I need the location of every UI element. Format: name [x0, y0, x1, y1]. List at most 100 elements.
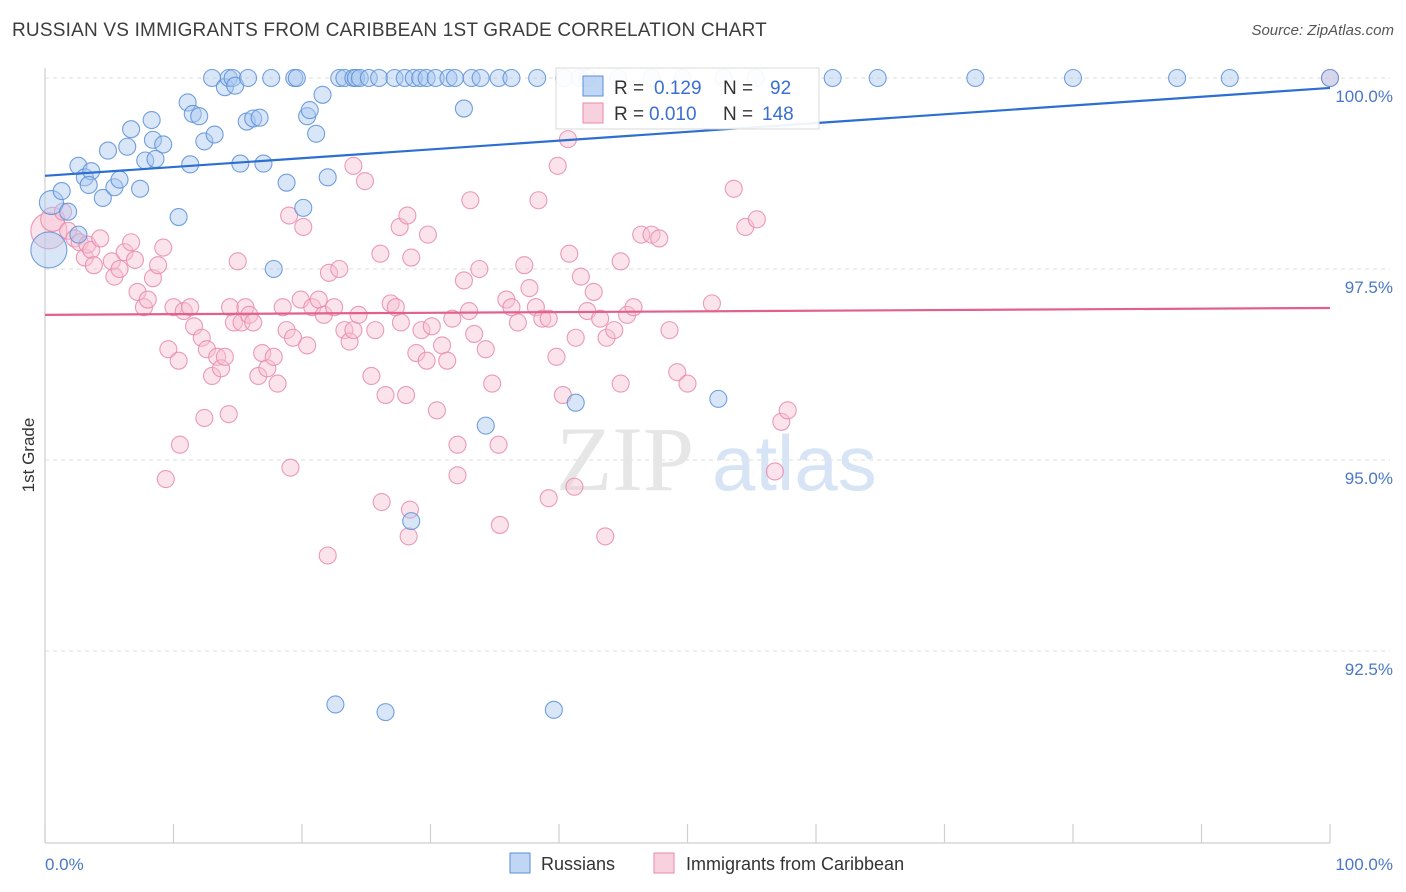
scatter-point — [313, 85, 332, 104]
scatter-point — [412, 321, 431, 340]
scatter-point — [268, 374, 287, 393]
legend-r-label-1: R = — [614, 78, 644, 99]
scatter-point — [122, 120, 141, 139]
scatter-point — [438, 351, 457, 370]
scatter-point — [264, 347, 283, 366]
scatter-point — [181, 298, 200, 317]
scatter-point — [142, 110, 161, 130]
scatter-point — [318, 168, 337, 187]
scatter-point — [678, 374, 697, 393]
scatter-point — [402, 248, 421, 267]
scatter-point — [205, 125, 224, 144]
scatter-point — [197, 340, 216, 359]
scatter-point — [298, 336, 317, 355]
scatter-point — [314, 305, 333, 324]
scatter-point — [344, 156, 363, 175]
y-axis-title: 1st Grade — [19, 418, 38, 493]
scatter-point — [597, 328, 616, 347]
scatter-point — [110, 259, 129, 279]
scatter-point — [370, 68, 389, 88]
scatter-point — [417, 351, 436, 370]
scatter-point — [508, 313, 527, 332]
scatter-point — [159, 340, 178, 359]
legend-r-value-1: 0.129 — [654, 78, 702, 99]
x-tick-label-max: 100.0% — [1335, 855, 1393, 874]
scatter-point — [93, 188, 112, 207]
scatter-point — [1168, 68, 1187, 88]
scatter-point — [38, 189, 64, 216]
scatter-point — [219, 68, 238, 88]
scatter-point — [539, 489, 558, 508]
scatter-point — [624, 298, 643, 317]
legend-r-label-2: R = — [614, 104, 644, 125]
scatter-point — [528, 68, 547, 88]
trend-lines — [44, 86, 1331, 316]
scatter-point — [448, 435, 467, 454]
y-tick-label: 100.0% — [1335, 87, 1393, 106]
scatter-point — [154, 135, 173, 154]
scatter-point — [190, 107, 209, 126]
scatter-point — [169, 207, 188, 227]
legend-n-label-2: N = — [723, 104, 753, 125]
scatter-point — [178, 93, 197, 112]
scatter-point — [391, 313, 410, 332]
scatter-point — [238, 68, 258, 88]
scatter-point — [326, 695, 345, 714]
scatter-point — [397, 386, 416, 405]
scatter-point — [548, 156, 567, 175]
scatter-point — [490, 515, 509, 534]
scatter-point — [340, 332, 359, 351]
scatter-point — [294, 217, 313, 237]
legend-r-value-2: 0.010 — [649, 104, 697, 125]
scatter-point — [489, 435, 508, 454]
scatter-point — [461, 191, 480, 210]
scatter-point — [344, 321, 363, 340]
scatter-point — [411, 68, 430, 88]
scatter-point — [131, 179, 150, 198]
legend-n-value-2: 148 — [762, 104, 794, 125]
scatter-point — [258, 359, 277, 378]
bottom-legend-caribbean: Immigrants from Caribbean — [686, 854, 904, 874]
scatter-point — [300, 101, 319, 120]
y-tick-label: 92.5% — [1345, 660, 1393, 679]
scatter-point — [966, 68, 985, 88]
scatter-point — [349, 305, 368, 324]
scatter-point — [319, 263, 339, 282]
scatter-point — [264, 259, 283, 279]
scatter-point — [170, 435, 189, 454]
scatter-point — [611, 374, 630, 393]
scatter-point — [404, 68, 423, 88]
scatter-point — [400, 500, 419, 519]
scatter-point — [566, 328, 585, 347]
scatter-point — [318, 546, 337, 565]
watermark: ZIP atlas — [556, 408, 877, 510]
scatter-point — [281, 458, 300, 477]
scatter-point — [156, 470, 175, 489]
scatter-point — [660, 321, 679, 340]
scatter-point — [371, 244, 390, 263]
scatter-point — [443, 309, 462, 328]
scatter-point — [376, 386, 395, 405]
scatter-point — [426, 68, 445, 88]
scatter-point — [591, 309, 610, 328]
scatter-point — [547, 347, 566, 366]
scatter-point — [122, 233, 141, 252]
scatter-point — [772, 412, 791, 431]
scatter-point — [149, 256, 168, 275]
scatter-point — [59, 202, 78, 221]
scatter-point — [208, 347, 227, 366]
scatter-point — [143, 130, 162, 149]
scatter-point — [433, 336, 452, 355]
scatter-point — [98, 141, 118, 160]
scatter-point — [398, 206, 417, 225]
scatter-point — [330, 259, 349, 279]
scatter-point — [709, 389, 728, 408]
scatter-point — [868, 68, 887, 88]
scatter-point — [355, 172, 375, 191]
scatter-point — [280, 206, 299, 225]
scatter-point — [102, 252, 121, 271]
scatter-point — [566, 393, 585, 412]
x-tick-label-min: 0.0% — [45, 855, 84, 874]
scatter-point — [211, 359, 231, 378]
scatter-point — [459, 301, 479, 321]
